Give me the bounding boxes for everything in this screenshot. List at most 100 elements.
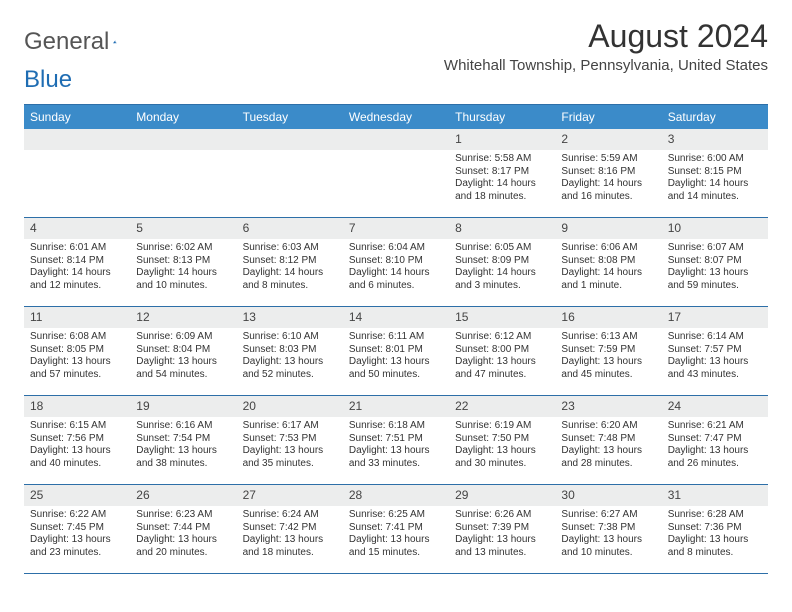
day-number: 4 — [24, 218, 130, 239]
day-number: 28 — [343, 485, 449, 506]
sunset-line: Sunset: 7:38 PM — [561, 522, 655, 535]
day-cell: 18Sunrise: 6:15 AMSunset: 7:56 PMDayligh… — [24, 396, 130, 484]
day-body: Sunrise: 6:05 AMSunset: 8:09 PMDaylight:… — [449, 239, 555, 296]
sunrise-line: Sunrise: 6:26 AM — [455, 509, 549, 522]
sunset-line: Sunset: 7:36 PM — [668, 522, 762, 535]
day-cell: 17Sunrise: 6:14 AMSunset: 7:57 PMDayligh… — [662, 307, 768, 395]
week-row: 25Sunrise: 6:22 AMSunset: 7:45 PMDayligh… — [24, 485, 768, 574]
day-cell: 4Sunrise: 6:01 AMSunset: 8:14 PMDaylight… — [24, 218, 130, 306]
day-body: Sunrise: 6:11 AMSunset: 8:01 PMDaylight:… — [343, 328, 449, 385]
weekday-header: Tuesday — [237, 105, 343, 129]
day-cell: 12Sunrise: 6:09 AMSunset: 8:04 PMDayligh… — [130, 307, 236, 395]
day-cell: 31Sunrise: 6:28 AMSunset: 7:36 PMDayligh… — [662, 485, 768, 573]
sunrise-line: Sunrise: 6:04 AM — [349, 242, 443, 255]
day-number: 10 — [662, 218, 768, 239]
day-number-empty — [237, 129, 343, 150]
day-number: 29 — [449, 485, 555, 506]
daylight-line: Daylight: 14 hours and 8 minutes. — [243, 267, 337, 292]
sunset-line: Sunset: 8:13 PM — [136, 255, 230, 268]
sunset-line: Sunset: 8:14 PM — [30, 255, 124, 268]
sunset-line: Sunset: 8:15 PM — [668, 166, 762, 179]
day-number: 11 — [24, 307, 130, 328]
sunrise-line: Sunrise: 6:06 AM — [561, 242, 655, 255]
sunrise-line: Sunrise: 6:00 AM — [668, 153, 762, 166]
daylight-line: Daylight: 13 hours and 47 minutes. — [455, 356, 549, 381]
sunset-line: Sunset: 8:03 PM — [243, 344, 337, 357]
day-cell: 15Sunrise: 6:12 AMSunset: 8:00 PMDayligh… — [449, 307, 555, 395]
day-number: 15 — [449, 307, 555, 328]
sunrise-line: Sunrise: 6:15 AM — [30, 420, 124, 433]
day-body: Sunrise: 6:22 AMSunset: 7:45 PMDaylight:… — [24, 506, 130, 563]
day-body: Sunrise: 6:04 AMSunset: 8:10 PMDaylight:… — [343, 239, 449, 296]
sunset-line: Sunset: 8:08 PM — [561, 255, 655, 268]
daylight-line: Daylight: 14 hours and 6 minutes. — [349, 267, 443, 292]
sunset-line: Sunset: 8:00 PM — [455, 344, 549, 357]
day-body: Sunrise: 6:21 AMSunset: 7:47 PMDaylight:… — [662, 417, 768, 474]
weekday-header: Wednesday — [343, 105, 449, 129]
day-cell — [24, 129, 130, 217]
week-row: 4Sunrise: 6:01 AMSunset: 8:14 PMDaylight… — [24, 218, 768, 307]
day-body: Sunrise: 6:10 AMSunset: 8:03 PMDaylight:… — [237, 328, 343, 385]
daylight-line: Daylight: 14 hours and 14 minutes. — [668, 178, 762, 203]
sunrise-line: Sunrise: 5:59 AM — [561, 153, 655, 166]
sunrise-line: Sunrise: 6:02 AM — [136, 242, 230, 255]
day-body: Sunrise: 6:12 AMSunset: 8:00 PMDaylight:… — [449, 328, 555, 385]
sunset-line: Sunset: 7:45 PM — [30, 522, 124, 535]
day-cell: 19Sunrise: 6:16 AMSunset: 7:54 PMDayligh… — [130, 396, 236, 484]
day-number: 25 — [24, 485, 130, 506]
sunrise-line: Sunrise: 6:21 AM — [668, 420, 762, 433]
sunrise-line: Sunrise: 6:11 AM — [349, 331, 443, 344]
calendar-grid: SundayMondayTuesdayWednesdayThursdayFrid… — [24, 104, 768, 574]
day-cell: 22Sunrise: 6:19 AMSunset: 7:50 PMDayligh… — [449, 396, 555, 484]
day-cell: 10Sunrise: 6:07 AMSunset: 8:07 PMDayligh… — [662, 218, 768, 306]
sunrise-line: Sunrise: 6:27 AM — [561, 509, 655, 522]
day-number: 21 — [343, 396, 449, 417]
sunrise-line: Sunrise: 6:24 AM — [243, 509, 337, 522]
brand-logo: General — [24, 18, 137, 56]
week-row: 18Sunrise: 6:15 AMSunset: 7:56 PMDayligh… — [24, 396, 768, 485]
weekday-header: Monday — [130, 105, 236, 129]
day-body: Sunrise: 6:09 AMSunset: 8:04 PMDaylight:… — [130, 328, 236, 385]
day-number: 7 — [343, 218, 449, 239]
sunset-line: Sunset: 7:39 PM — [455, 522, 549, 535]
daylight-line: Daylight: 13 hours and 50 minutes. — [349, 356, 443, 381]
sunrise-line: Sunrise: 6:25 AM — [349, 509, 443, 522]
daylight-line: Daylight: 13 hours and 35 minutes. — [243, 445, 337, 470]
sunrise-line: Sunrise: 6:19 AM — [455, 420, 549, 433]
day-cell: 16Sunrise: 6:13 AMSunset: 7:59 PMDayligh… — [555, 307, 661, 395]
sunset-line: Sunset: 7:59 PM — [561, 344, 655, 357]
daylight-line: Daylight: 13 hours and 33 minutes. — [349, 445, 443, 470]
daylight-line: Daylight: 14 hours and 1 minute. — [561, 267, 655, 292]
sunset-line: Sunset: 8:01 PM — [349, 344, 443, 357]
day-cell: 29Sunrise: 6:26 AMSunset: 7:39 PMDayligh… — [449, 485, 555, 573]
sunrise-line: Sunrise: 6:03 AM — [243, 242, 337, 255]
day-cell: 11Sunrise: 6:08 AMSunset: 8:05 PMDayligh… — [24, 307, 130, 395]
brand-word-1: General — [24, 28, 109, 56]
day-number: 13 — [237, 307, 343, 328]
daylight-line: Daylight: 14 hours and 18 minutes. — [455, 178, 549, 203]
day-body: Sunrise: 6:26 AMSunset: 7:39 PMDaylight:… — [449, 506, 555, 563]
sunrise-line: Sunrise: 6:14 AM — [668, 331, 762, 344]
daylight-line: Daylight: 13 hours and 59 minutes. — [668, 267, 762, 292]
day-body: Sunrise: 6:02 AMSunset: 8:13 PMDaylight:… — [130, 239, 236, 296]
day-number: 6 — [237, 218, 343, 239]
sunrise-line: Sunrise: 5:58 AM — [455, 153, 549, 166]
day-body: Sunrise: 6:16 AMSunset: 7:54 PMDaylight:… — [130, 417, 236, 474]
daylight-line: Daylight: 13 hours and 13 minutes. — [455, 534, 549, 559]
day-body: Sunrise: 6:13 AMSunset: 7:59 PMDaylight:… — [555, 328, 661, 385]
sunrise-line: Sunrise: 6:16 AM — [136, 420, 230, 433]
day-number: 9 — [555, 218, 661, 239]
sunset-line: Sunset: 7:42 PM — [243, 522, 337, 535]
day-number: 26 — [130, 485, 236, 506]
day-cell: 28Sunrise: 6:25 AMSunset: 7:41 PMDayligh… — [343, 485, 449, 573]
day-number: 17 — [662, 307, 768, 328]
week-row: 1Sunrise: 5:58 AMSunset: 8:17 PMDaylight… — [24, 129, 768, 218]
daylight-line: Daylight: 14 hours and 12 minutes. — [30, 267, 124, 292]
day-body: Sunrise: 6:20 AMSunset: 7:48 PMDaylight:… — [555, 417, 661, 474]
day-number: 1 — [449, 129, 555, 150]
sunrise-line: Sunrise: 6:10 AM — [243, 331, 337, 344]
day-number: 20 — [237, 396, 343, 417]
day-body: Sunrise: 6:15 AMSunset: 7:56 PMDaylight:… — [24, 417, 130, 474]
day-body: Sunrise: 5:59 AMSunset: 8:16 PMDaylight:… — [555, 150, 661, 207]
sunset-line: Sunset: 8:17 PM — [455, 166, 549, 179]
